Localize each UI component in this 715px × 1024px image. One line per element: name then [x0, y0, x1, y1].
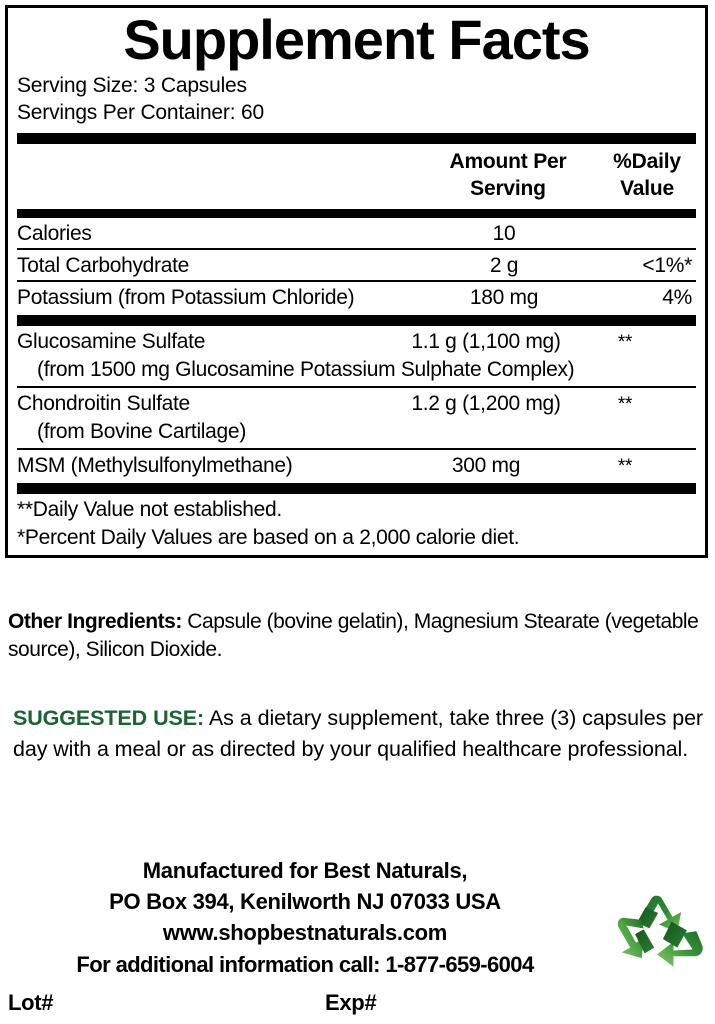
divider-thick-middle — [17, 314, 696, 326]
page-title: Supplement Facts — [123, 8, 590, 71]
ingredient-amount: 300 mg — [451, 453, 521, 477]
nutrient-name: Total Carbohydrate — [17, 254, 190, 278]
column-header-amount-line2: Serving — [470, 176, 546, 200]
other-ingredients-text: Capsule (bovine gelatin), Magnesium Stea… — [8, 610, 699, 661]
other-ingredients-label: Other Ingredients: — [8, 610, 182, 633]
lot-number-label: Lot# — [8, 990, 54, 1015]
footnote-percent-daily-values: *Percent Daily Values are based on a 2,0… — [17, 525, 520, 549]
ingredient-source-note: (from Bovine Cartilage) — [37, 420, 247, 444]
footnote-daily-value-not-established: **Daily Value not established. — [17, 498, 282, 522]
manufacturer-phone: For additional information call: 1-877-6… — [76, 951, 534, 977]
divider-thin — [17, 248, 696, 251]
supplement-facts-panel: Supplement Facts Serving Size: 3 Capsule… — [5, 5, 708, 558]
ingredient-daily-value: ** — [617, 393, 633, 415]
column-headers: Amount Per Serving %Daily Value — [17, 144, 696, 207]
ingredient-amount: 1.1 g (1,100 mg) — [411, 329, 561, 353]
suggested-use: SUGGESTED USE: As a dietary supplement, … — [13, 703, 703, 765]
ingredient-amount: 1.2 g (1,200 mg) — [411, 391, 561, 415]
ingredient-daily-value: ** — [617, 455, 633, 477]
divider-thick-headers — [17, 208, 696, 218]
divider-thin — [17, 447, 696, 450]
table-row: Chondroitin Sulfate 1.2 g (1,200 mg) ** — [17, 388, 696, 419]
lot-exp-row: Lot# Exp# — [8, 990, 608, 1016]
nutrient-name: Calories — [17, 221, 92, 245]
serving-size: Serving Size: 3 Capsules — [17, 74, 247, 98]
column-header-daily-value: %Daily Value — [598, 149, 696, 203]
nutrient-amount: 2 g — [489, 254, 519, 278]
ingredient-source-note: (from 1500 mg Glucosamine Potassium Sulp… — [37, 358, 575, 382]
nutrient-name: Potassium (from Potassium Chloride) — [17, 286, 355, 310]
suggested-use-label: SUGGESTED USE: — [13, 706, 205, 730]
column-header-dv-line1: %Daily — [613, 150, 681, 174]
other-ingredients: Other Ingredients: Capsule (bovine gelat… — [8, 608, 708, 664]
ingredient-name: Glucosamine Sulfate — [17, 329, 206, 353]
servings-per-container: Servings Per Container: 60 — [17, 101, 264, 125]
table-row: MSM (Methylsulfonylmethane) 300 mg ** — [17, 450, 696, 481]
column-header-amount: Amount Per Serving — [418, 149, 598, 203]
manufacturer-address: PO Box 394, Kenilworth NJ 07033 USA — [109, 889, 501, 915]
divider-thin — [17, 385, 696, 388]
nutrient-amount: 180 mg — [469, 286, 539, 310]
nutrient-daily-value: 4% — [662, 286, 692, 310]
table-row: Potassium (from Potassium Chloride) 180 … — [17, 282, 696, 312]
manufacturer-line: Manufactured for Best Naturals, — [142, 858, 468, 883]
ingredient-daily-value: ** — [617, 331, 633, 353]
manufacturer-info: Manufactured for Best Naturals, PO Box 3… — [0, 855, 610, 980]
nutrient-daily-value: <1%* — [642, 254, 692, 278]
column-header-amount-line1: Amount Per — [449, 150, 567, 174]
nutrient-amount: 10 — [492, 221, 516, 245]
ingredient-name: MSM (Methylsulfonylmethane) — [17, 453, 293, 477]
divider-thin — [17, 280, 696, 283]
manufacturer-website: www.shopbestnaturals.com — [162, 920, 448, 946]
table-row: Total Carbohydrate 2 g <1%* — [17, 250, 696, 280]
divider-thick-bottom — [17, 483, 696, 495]
divider-thick-top — [17, 133, 696, 145]
ingredient-name: Chondroitin Sulfate — [17, 391, 190, 415]
exp-date-label: Exp# — [325, 990, 377, 1015]
table-row: Glucosamine Sulfate 1.1 g (1,100 mg) ** — [17, 326, 696, 357]
suggested-use-text: As a dietary supplement, take three (3) … — [13, 706, 703, 761]
column-header-dv-line2: Value — [620, 176, 674, 200]
table-row: Calories 10 — [17, 218, 696, 248]
recycle-icon — [612, 888, 708, 988]
